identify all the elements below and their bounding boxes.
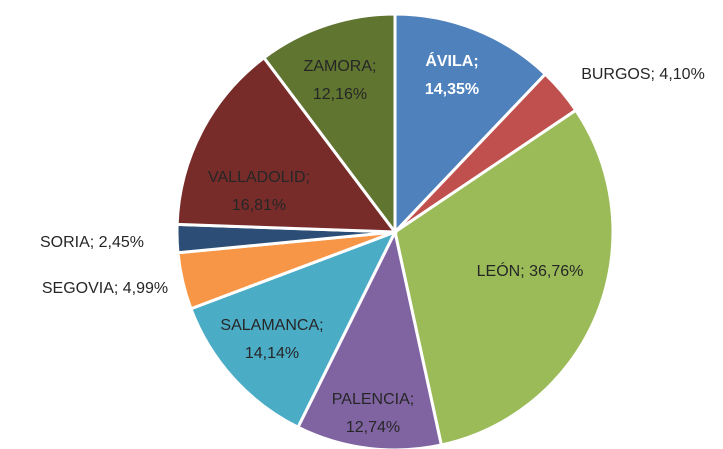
label-line: ZAMORA; bbox=[304, 58, 377, 75]
data-label: SALAMANCA; 14,14% bbox=[220, 317, 323, 362]
label-line: 14,35% bbox=[425, 81, 479, 98]
label-line: ÁVILA; bbox=[425, 51, 478, 70]
label-line: 14,14% bbox=[245, 345, 299, 362]
label-line: PALENCIA; bbox=[332, 391, 414, 408]
pie-slice bbox=[189, 229, 399, 430]
data-label: ZAMORA; 12,16% bbox=[304, 58, 377, 103]
data-label: BURGOS; 4,10% bbox=[581, 66, 705, 83]
label-line: 12,74% bbox=[346, 419, 400, 436]
label-line: 12,16% bbox=[313, 86, 367, 103]
pie-slice bbox=[175, 55, 399, 234]
data-label: VALLADOLID; 16,81% bbox=[208, 169, 310, 214]
pie-slice bbox=[393, 108, 615, 447]
label-line: SALAMANCA; bbox=[220, 317, 323, 334]
pie-slice bbox=[393, 12, 548, 236]
pie-slice bbox=[295, 227, 444, 449]
label-line: 16,81% bbox=[232, 197, 286, 214]
data-label: LEÓN; 36,76% bbox=[477, 261, 584, 280]
data-label: SORIA; 2,45% bbox=[40, 234, 144, 251]
pie-slice bbox=[261, 12, 397, 237]
data-label: PALENCIA; 12,74% bbox=[332, 391, 414, 436]
data-label: ÁVILA; 14,35% bbox=[425, 51, 479, 98]
data-label: SEGOVIA; 4,99% bbox=[42, 280, 168, 297]
label-line: VALLADOLID; bbox=[208, 169, 310, 186]
